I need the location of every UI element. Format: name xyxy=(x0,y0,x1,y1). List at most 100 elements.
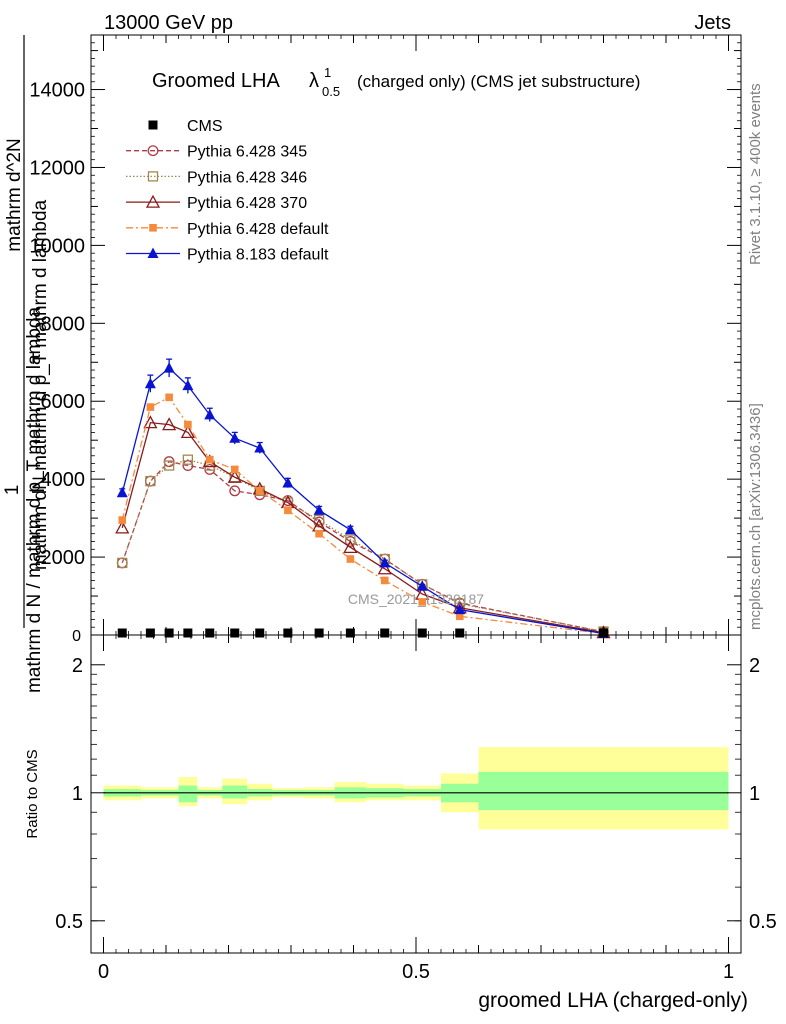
title-main: Groomed LHA xyxy=(152,70,280,92)
legend-marker-p8def xyxy=(147,247,159,258)
y-tick-label: 6000 xyxy=(41,391,86,413)
legend-marker-cms xyxy=(148,120,158,130)
data-point-p370 xyxy=(162,417,177,431)
series-cms xyxy=(117,628,608,638)
ratio-tick-label-right: 0.5 xyxy=(749,911,777,933)
data-point-p6def xyxy=(118,516,127,524)
data-point-cms xyxy=(255,628,265,638)
process-label: Jets xyxy=(694,12,731,34)
data-point-p6def xyxy=(146,403,155,411)
data-point-cms xyxy=(183,628,193,638)
data-point-cms xyxy=(345,628,355,638)
watermark: CMS_2021_I1920187 xyxy=(348,591,484,607)
ratio-tick-label: 1 xyxy=(72,783,83,805)
data-point-cms xyxy=(145,628,155,638)
data-point-p6def xyxy=(255,487,264,495)
series-line-p346 xyxy=(121,459,604,633)
data-point-p6def xyxy=(315,529,323,538)
data-point-p8def xyxy=(144,377,156,389)
data-point-p370 xyxy=(377,561,392,575)
legend-entry-p346: Pythia 6.428 346 xyxy=(126,169,307,186)
title-symbol: λ xyxy=(309,70,319,92)
data-point-p8def xyxy=(204,408,216,420)
data-point-p370 xyxy=(115,520,130,534)
ratio-ylabel: Ratio to CMS xyxy=(24,749,41,838)
y-tick-label: 10000 xyxy=(29,235,85,257)
y-tick-label: 8000 xyxy=(41,313,86,335)
ratio-band-inner xyxy=(478,771,729,811)
legend-marker-p345 xyxy=(147,145,159,157)
data-point-p346 xyxy=(345,534,356,545)
legend-marker-p346 xyxy=(147,171,159,182)
ratio-tick-label: 0.5 xyxy=(55,911,83,933)
data-point-p8def xyxy=(116,486,128,498)
data-point-cms xyxy=(314,628,324,638)
data-point-p345 xyxy=(182,460,194,471)
ylabel-mid: mathrm dN mathrm d p_T mathrm d lambda xyxy=(30,199,51,570)
data-point-p8def xyxy=(344,523,356,535)
legend: CMS Pythia 6.428 345 Pythia 6.428 346 Pythi… xyxy=(126,118,329,264)
data-point-p346 xyxy=(313,514,325,526)
ylabel-num: 1 xyxy=(2,485,23,496)
legend-marker-p370 xyxy=(145,194,161,208)
data-point-p346 xyxy=(145,475,156,487)
ratio-panel-frame xyxy=(90,634,742,954)
series-line-p6def xyxy=(121,396,604,635)
data-point-p6def xyxy=(184,420,192,429)
data-point-p346 xyxy=(163,460,175,471)
data-point-p6def xyxy=(284,506,292,515)
ratio-band-inner xyxy=(222,785,248,799)
data-point-p6def xyxy=(380,576,389,585)
data-point-cms xyxy=(117,628,127,638)
data-point-p345 xyxy=(229,485,241,497)
svg-text:Groomed LHA: Groomed LHA xyxy=(152,70,280,92)
mcplots-label: mcplots.cern.ch [arXiv:1306.3436] xyxy=(747,403,764,630)
ratio-panel-axes: 0 0.5 1 0.5 0.5 1 1 2 2 xyxy=(55,635,777,983)
ylabel-den: mathrm d N / mathrm d p_T mathrm d lambd… xyxy=(24,307,45,694)
ratio-panel-data xyxy=(103,747,729,830)
series-p8def xyxy=(116,358,609,638)
data-point-p370 xyxy=(343,539,358,553)
ylabel-top: mathrm d^2N xyxy=(4,138,25,251)
data-point-p8def xyxy=(282,477,294,488)
data-point-p6def xyxy=(346,555,355,563)
y-tick-label: 4000 xyxy=(41,469,86,491)
data-point-cms xyxy=(205,628,215,638)
main-panel-axes: 2000 4000 6000 8000 10000 12000 14000 0 xyxy=(29,35,741,645)
title-sub: 0.5 xyxy=(322,84,340,99)
legend-entry-p8def: Pythia 8.183 default xyxy=(126,247,329,264)
data-point-p6def xyxy=(230,465,239,474)
title-rest: (charged only) (CMS jet substructure) xyxy=(357,72,640,91)
data-point-p8def xyxy=(182,379,194,391)
series-p346 xyxy=(117,454,609,637)
data-point-p8def xyxy=(379,556,391,568)
x-tick-label: 0.5 xyxy=(402,961,430,983)
legend-entry-cms: CMS xyxy=(148,118,223,135)
data-point-cms xyxy=(417,628,427,638)
legend-label-p345: Pythia 6.428 345 xyxy=(187,144,307,161)
main-panel-data xyxy=(115,358,611,639)
legend-marker-p6def xyxy=(149,224,157,232)
y-tick-label-zero: 0 xyxy=(72,628,81,645)
plot-title: Groomed LHA λ 1 0.5 (charged only) (CMS … xyxy=(152,65,640,99)
rivet-label: Rivet 3.1.10, ≥ 400k events xyxy=(747,83,764,265)
legend-label-p8def: Pythia 8.183 default xyxy=(187,247,329,264)
y-tick-label: 14000 xyxy=(29,80,85,102)
legend-label-p6def: Pythia 6.428 default xyxy=(187,221,329,238)
ratio-band-inner xyxy=(178,785,198,803)
legend-entry-p6def: Pythia 6.428 default xyxy=(126,221,329,238)
x-axis-label: groomed LHA (charged-only) xyxy=(478,989,748,1012)
data-point-cms xyxy=(164,628,174,638)
legend-label-p346: Pythia 6.428 346 xyxy=(187,169,307,186)
ratio-tick-label-right: 2 xyxy=(749,655,760,677)
ratio-tick-label: 2 xyxy=(72,655,83,677)
data-point-cms xyxy=(283,628,293,638)
x-tick-label: 1 xyxy=(723,961,734,983)
title-sup: 1 xyxy=(324,65,331,80)
data-point-p6def xyxy=(455,612,464,621)
y-axis-label: mathrm dN mathrm d p_T mathrm d lambda m… xyxy=(2,35,51,693)
data-point-p345 xyxy=(116,557,128,569)
data-point-cms xyxy=(455,628,465,638)
series-line-p370 xyxy=(121,421,604,634)
energy-label: 13000 GeV pp xyxy=(104,12,233,34)
